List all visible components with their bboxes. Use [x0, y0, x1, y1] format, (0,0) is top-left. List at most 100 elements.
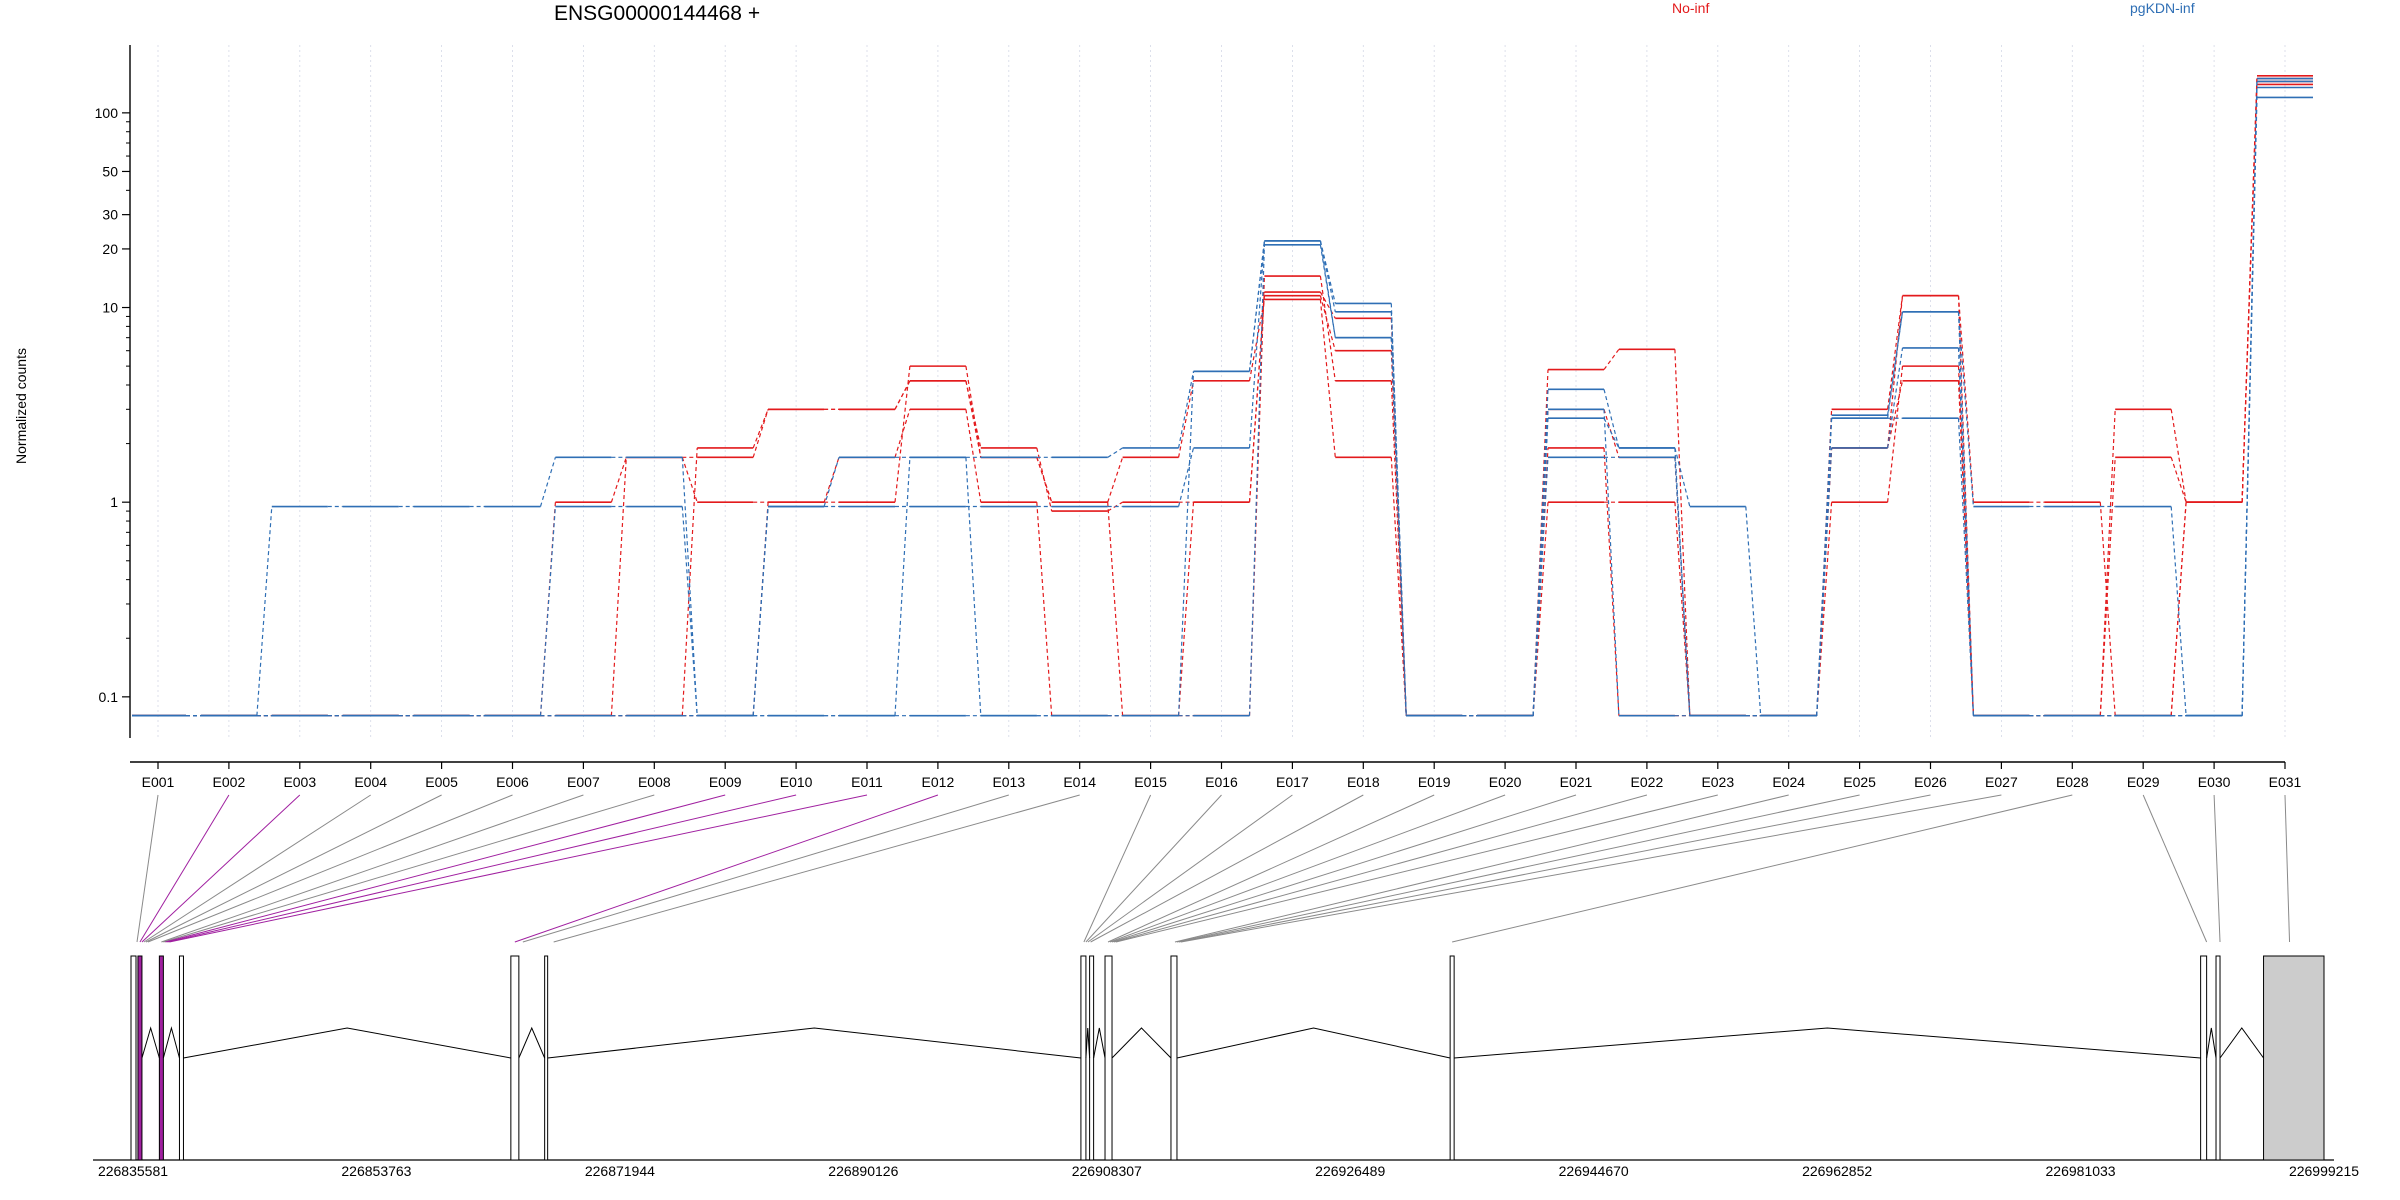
- intron-chevron: [1454, 1027, 2201, 1059]
- data-connector: [1816, 502, 1833, 716]
- data-connector: [1178, 371, 1195, 449]
- data-connector: [1603, 417, 1620, 449]
- data-connector: [681, 457, 698, 503]
- series-pgkdn-inf: [132, 77, 2313, 717]
- series-layer: [132, 75, 2313, 717]
- genomic-coordinate-label: 226908307: [1072, 1163, 1142, 1179]
- intron-chevron: [183, 1027, 511, 1059]
- exon-box: [1104, 955, 1113, 1161]
- bin-link-line: [1113, 794, 1648, 943]
- genomic-coordinate-label: 226871944: [585, 1163, 655, 1179]
- bin-link-line: [161, 794, 584, 943]
- x-tick-label: E022: [1631, 774, 1664, 790]
- intron-chevron: [518, 1026, 546, 1059]
- x-tick-label: E029: [2127, 774, 2160, 790]
- x-tick-label: E005: [425, 774, 458, 790]
- intron-chevron: [1093, 1027, 1106, 1059]
- x-tick-label: E017: [1276, 774, 1309, 790]
- exon-box: [137, 955, 143, 1161]
- x-tick-label: E007: [567, 774, 600, 790]
- data-connector: [965, 409, 982, 503]
- x-tick-label: E015: [1134, 774, 1167, 790]
- genomic-coordinate-label: 226999215: [2289, 1163, 2359, 1179]
- x-tick-label: E026: [1914, 774, 1947, 790]
- data-connector: [2170, 457, 2187, 503]
- genomic-coordinate-label: 226926489: [1315, 1163, 1385, 1179]
- data-connector: [1319, 244, 1336, 338]
- bin-link-line: [1107, 794, 1435, 943]
- x-tick-label: E030: [2198, 774, 2231, 790]
- data-connector: [1816, 418, 1833, 716]
- data-connector: [1036, 447, 1053, 512]
- bin-link-line: [1115, 794, 1718, 943]
- x-tick-label: E024: [1772, 774, 1805, 790]
- legend-entry-pgkdn-inf: pgKDN-inf: [2130, 0, 2195, 16]
- exon-box: [178, 955, 184, 1161]
- data-connector: [1957, 311, 1974, 716]
- bin-link-line: [1180, 794, 2002, 943]
- gene-model: 226835581 226853763 226871944 226890126 2269…: [93, 955, 2359, 1179]
- data-connector: [1887, 347, 1904, 449]
- intron-chevron: [141, 1026, 160, 1059]
- series-no-inf: [132, 83, 2313, 717]
- data-connector: [1107, 447, 1123, 458]
- data-connector: [1178, 447, 1195, 507]
- data-connector: [1745, 506, 1762, 716]
- bin-link-line: [1090, 794, 1364, 943]
- bin-link-line: [514, 794, 939, 943]
- x-tick-label: E006: [496, 774, 529, 790]
- data-connector: [1603, 447, 1620, 716]
- intron-chevron: [162, 1026, 180, 1059]
- vertical-grid: [157, 45, 2286, 738]
- data-connector: [2170, 502, 2187, 716]
- y-tick-label: 1: [110, 494, 118, 510]
- bin-link-line: [2142, 794, 2208, 943]
- genomic-coordinate-label: 226890126: [828, 1163, 898, 1179]
- data-connector: [1178, 371, 1195, 716]
- y-tick-label: 0.1: [99, 689, 119, 705]
- x-tick-label: E010: [780, 774, 813, 790]
- data-connector: [256, 506, 273, 716]
- x-tick-label: E021: [1560, 774, 1593, 790]
- bin-link-line: [163, 794, 655, 943]
- bin-to-exon-links: [136, 794, 2291, 943]
- data-connector: [539, 457, 556, 507]
- data-connector: [2241, 81, 2258, 716]
- data-connector: [1319, 240, 1336, 338]
- y-tick-label: 20: [102, 241, 118, 257]
- series-pgkdn-inf: [132, 96, 2313, 717]
- intron-chevron: [547, 1027, 1081, 1059]
- bin-link-line: [167, 794, 797, 943]
- data-connector: [1248, 240, 1265, 372]
- data-connector: [1036, 502, 1053, 716]
- bin-link-line: [1083, 794, 1152, 943]
- plot-axes: 0.1 1 10 20 30 50 100 E001 E002 E003 E004 E005 E006 E…: [95, 45, 2302, 790]
- bin-link-line: [145, 794, 442, 943]
- x-tick-label: E031: [2269, 774, 2302, 790]
- bin-link-line: [165, 794, 726, 943]
- data-connector: [752, 506, 769, 716]
- y-tick-label: 10: [102, 300, 118, 316]
- bin-link-line: [147, 794, 513, 943]
- data-connector: [1887, 380, 1904, 449]
- bin-link-line: [2213, 794, 2221, 943]
- genomic-coordinate-label: 226981033: [2046, 1163, 2116, 1179]
- bin-link-line: [136, 794, 159, 943]
- data-connector: [1390, 337, 1407, 716]
- data-connector: [1816, 447, 1833, 716]
- x-tick-label: E020: [1489, 774, 1522, 790]
- bin-link-line: [522, 794, 1009, 943]
- exon-box: [1080, 955, 1087, 1161]
- data-connector: [1887, 311, 1904, 419]
- x-tick-label: E008: [638, 774, 671, 790]
- exon-box: [510, 955, 520, 1161]
- data-connector: [894, 457, 911, 716]
- x-tick-label: E003: [283, 774, 316, 790]
- exon-box: [1449, 955, 1455, 1161]
- data-connector: [894, 366, 911, 503]
- bin-link-line: [141, 794, 301, 943]
- data-connector: [2170, 409, 2187, 503]
- x-tick-label: E012: [922, 774, 955, 790]
- data-connector: [1319, 291, 1336, 319]
